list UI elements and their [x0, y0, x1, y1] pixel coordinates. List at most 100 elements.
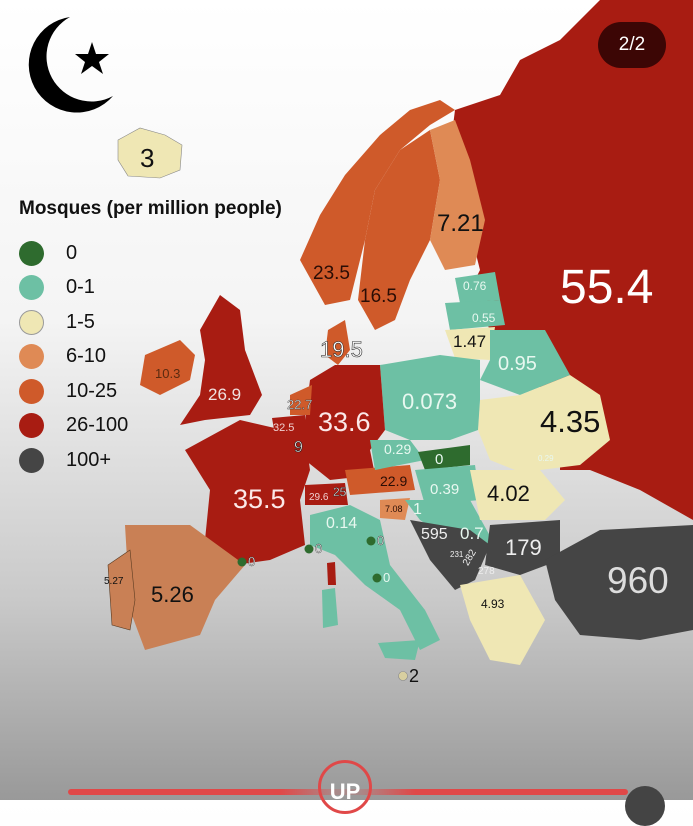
dot-vatican — [372, 573, 382, 583]
legend-label: 0 — [66, 241, 78, 264]
legend-item: 1-5 — [19, 305, 128, 340]
label-latvia: 0.55 — [472, 311, 496, 325]
legend-label: 0-1 — [66, 276, 95, 299]
dot-andorra — [237, 557, 247, 567]
label-croatia: 1 — [413, 501, 422, 518]
legend-item: 100+ — [19, 443, 128, 478]
label-bosnia: 595 — [421, 526, 448, 543]
region-sicily — [378, 640, 420, 660]
label-portugal: 5.27 — [104, 576, 124, 587]
label-germany: 33.6 — [318, 407, 371, 437]
legend-label: 6-10 — [66, 345, 107, 368]
label-france: 35.5 — [233, 484, 286, 514]
up-button[interactable]: UP — [318, 760, 372, 814]
region-denmark — [325, 320, 350, 365]
label-hungary: 0.39 — [430, 481, 460, 498]
label-moldova: 0.29 — [538, 454, 554, 463]
dot-malta — [398, 671, 408, 681]
label-serbia: 0.7 — [460, 524, 484, 543]
label-sweden: 16.5 — [360, 286, 397, 307]
dot-san-marino — [366, 536, 376, 546]
legend-item: 0 — [19, 236, 128, 271]
legend-swatch-icon — [19, 240, 44, 266]
region-belarus — [480, 330, 570, 395]
label-finland: 7.21 — [437, 210, 484, 237]
region-estonia — [455, 272, 500, 303]
label-netherlands: 22.7 — [287, 397, 313, 412]
region-poland — [380, 355, 480, 440]
region-hungary — [415, 465, 480, 505]
region-slovenia — [380, 498, 410, 520]
label-slovenia: 7.08 — [385, 504, 403, 514]
region-greece — [460, 575, 545, 665]
label-andorra: 0 — [248, 554, 256, 569]
label-belarus: 0.95 — [498, 353, 537, 375]
label-czechia: 0.29 — [384, 441, 412, 457]
label-vatican: 0 — [383, 570, 391, 585]
legend-swatch-icon — [19, 447, 44, 473]
label-norway: 23.5 — [313, 263, 350, 284]
label-spain: 5.26 — [151, 582, 194, 607]
region-austria — [345, 465, 415, 495]
region-portugal — [107, 549, 136, 631]
region-france — [185, 420, 310, 565]
legend-swatch-icon — [19, 378, 44, 404]
legend-item: 10-25 — [19, 374, 128, 409]
region-balkans — [410, 520, 490, 590]
europe-map — [28, 0, 693, 681]
legend-item: 0-1 — [19, 271, 128, 306]
label-monaco: 0 — [315, 541, 323, 556]
legend-label: 10-25 — [66, 379, 118, 402]
legend: 0 0-1 1-5 6-10 10-25 26-100 100+ — [19, 236, 128, 478]
legend-swatch-icon — [19, 275, 44, 301]
label-belgium: 32.5 — [273, 422, 295, 434]
region-czechia — [370, 440, 425, 470]
region-norway — [300, 100, 455, 305]
label-denmark: 19.5 — [320, 337, 363, 362]
region-sweden — [358, 130, 440, 330]
label-slovakia: 0 — [435, 451, 444, 468]
label-estonia: 0.76 — [463, 279, 487, 293]
round-button[interactable] — [625, 786, 665, 826]
label-italy: 0.14 — [326, 515, 358, 532]
region-ireland — [140, 340, 195, 395]
region-ukraine — [478, 375, 610, 470]
region-uk — [180, 295, 262, 425]
region-corsica — [327, 562, 336, 585]
label-russia: 55.4 — [560, 261, 654, 314]
label-switzerland: 29.6 — [309, 492, 329, 503]
region-finland — [430, 120, 485, 270]
legend-swatch-icon — [19, 413, 44, 439]
label-lithuania: 1.47 — [453, 332, 487, 351]
region-lithuania — [445, 327, 495, 360]
region-sardinia — [322, 588, 338, 628]
legend-label: 100+ — [66, 448, 112, 471]
label-ireland: 10.3 — [155, 366, 181, 381]
crescent-star-icon — [28, 17, 114, 113]
region-latvia — [445, 300, 505, 330]
legend-swatch-icon — [19, 309, 44, 335]
legend-label: 1-5 — [66, 310, 95, 333]
label-romania: 4.02 — [487, 481, 530, 506]
region-netherlands — [290, 385, 312, 415]
legend-label: 26-100 — [66, 414, 129, 437]
label-ukraine: 4.35 — [540, 404, 601, 439]
region-bulgaria — [485, 520, 560, 575]
label-montenegro: 231 — [450, 550, 464, 559]
region-iceland — [117, 127, 183, 179]
label-iceland: 3 — [140, 143, 155, 173]
legend-swatch-icon — [19, 344, 44, 370]
label-liechtenstein: 25 — [333, 485, 347, 499]
legend-item: 26-100 — [19, 409, 128, 444]
region-spain — [125, 525, 245, 650]
region-turkey — [545, 525, 693, 640]
dot-monaco — [304, 544, 314, 554]
region-russia — [450, 0, 693, 520]
label-malta: 2 — [409, 666, 420, 686]
region-romania — [470, 470, 565, 520]
label-san-marino: 0 — [377, 533, 385, 548]
label-poland: 0.073 — [402, 389, 458, 414]
label-turkey: 960 — [607, 560, 669, 601]
label-north-macedonia: 278 — [478, 566, 495, 577]
label-austria: 22.9 — [380, 473, 408, 489]
